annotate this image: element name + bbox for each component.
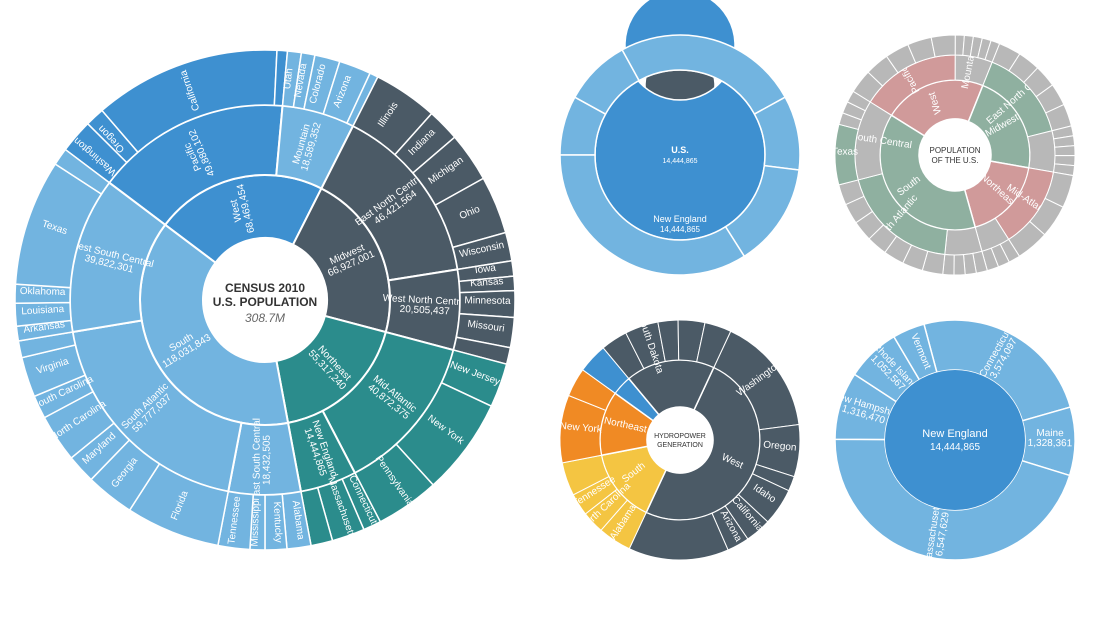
center-title: New England bbox=[922, 428, 987, 440]
small-sunburst-us-drill: Northeast14,444,865New England14,444,865… bbox=[560, 0, 800, 275]
center-title: U.S. bbox=[671, 145, 689, 155]
center-value: 14,444,865 bbox=[662, 158, 697, 165]
center-title2: GENERATION bbox=[657, 442, 703, 449]
center-title2: OF THE U.S. bbox=[932, 156, 979, 165]
state-arc[interactable] bbox=[931, 35, 955, 57]
main-census-sunburst: West68,469,454Pacific49,880,102Washingto… bbox=[15, 50, 515, 550]
state-arc[interactable] bbox=[1055, 146, 1075, 156]
center-value: 308.7M bbox=[245, 311, 285, 325]
small-sunburst-new-england: Connecticut3,574,097Maine1,328,361Massac… bbox=[828, 320, 1075, 568]
state-arc[interactable] bbox=[460, 291, 515, 318]
state-arc[interactable] bbox=[629, 513, 728, 560]
division-arc[interactable] bbox=[945, 227, 982, 255]
center-title2: U.S. POPULATION bbox=[213, 295, 317, 309]
state-arc[interactable] bbox=[835, 124, 858, 185]
center-title: CENSUS 2010 bbox=[225, 281, 305, 295]
center-title: POPULATION bbox=[930, 146, 981, 155]
small-sunburst-hydropower: WestWashingtonOregonIdahoCaliforniaArizo… bbox=[559, 314, 800, 560]
small-sunburst-population: WestPacificMountainMidwestEast North Cen… bbox=[825, 35, 1075, 275]
svg-text:New England: New England bbox=[653, 214, 707, 224]
charts-canvas: West68,469,454Pacific49,880,102Washingto… bbox=[0, 0, 1100, 618]
center-circle bbox=[885, 370, 1025, 510]
state-arc[interactable] bbox=[954, 255, 965, 275]
center-title: HYDROPOWER bbox=[654, 433, 706, 440]
svg-text:14,444,865: 14,444,865 bbox=[660, 225, 701, 234]
center-value: 14,444,865 bbox=[930, 442, 980, 453]
division-arc[interactable] bbox=[1028, 131, 1055, 172]
